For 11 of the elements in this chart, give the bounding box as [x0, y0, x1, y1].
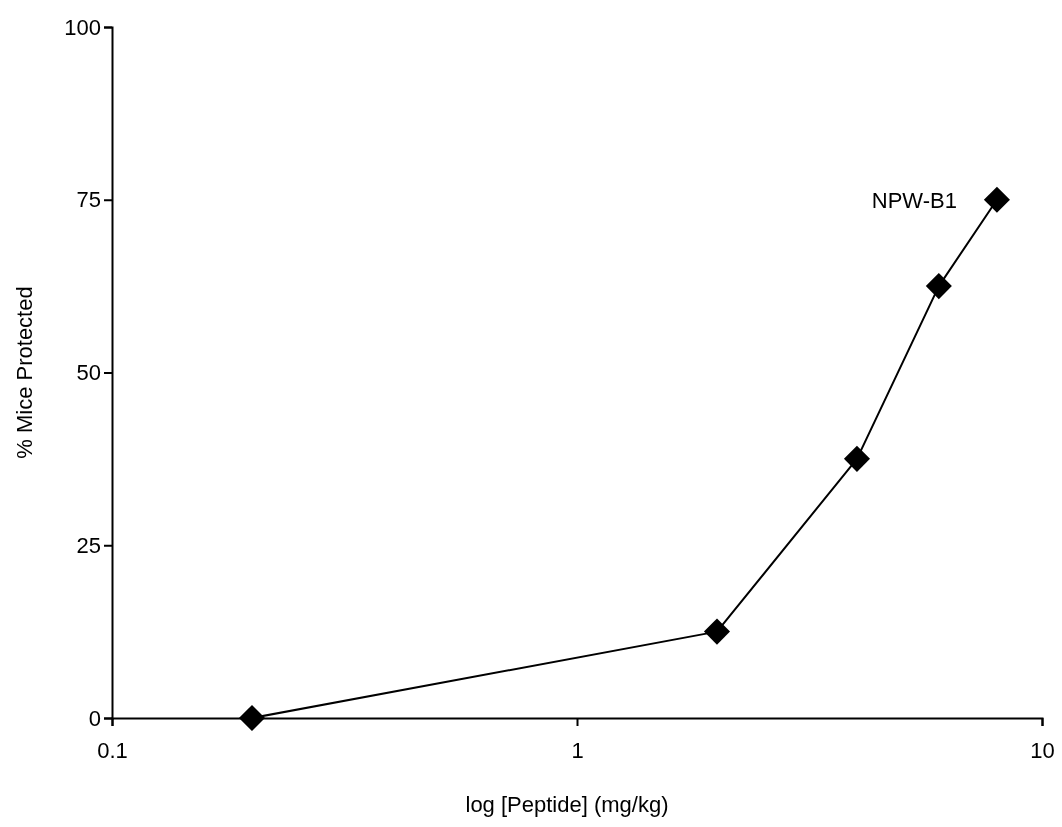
series-label: NPW-B1: [871, 187, 957, 213]
x-tick-label: 10: [1030, 737, 1055, 763]
x-tick-label: 1: [571, 737, 584, 763]
y-tick-label: 25: [76, 532, 101, 558]
x-tick-label: 0.1: [97, 737, 128, 763]
y-tick-label: 100: [64, 14, 101, 40]
y-tick-label: 0: [88, 705, 101, 731]
x-axis-title: log [Peptide] (mg/kg): [465, 792, 669, 817]
y-axis-title: % Mice Protected: [12, 286, 37, 459]
y-tick-label: 50: [76, 360, 101, 386]
y-tick-label: 75: [76, 187, 101, 213]
